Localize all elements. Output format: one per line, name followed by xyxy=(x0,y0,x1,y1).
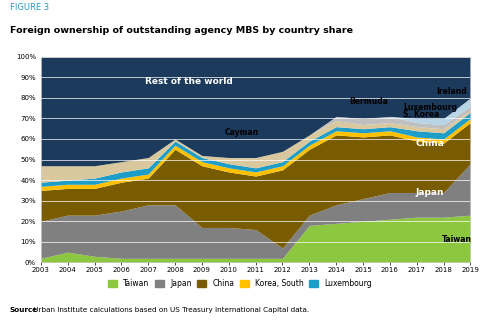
Text: Japan: Japan xyxy=(416,188,444,197)
Text: S. Korea: S. Korea xyxy=(403,110,440,119)
Text: Foreign ownership of outstanding agency MBS by country share: Foreign ownership of outstanding agency … xyxy=(10,26,353,35)
Text: Taiwan: Taiwan xyxy=(442,235,472,244)
Text: Source: Source xyxy=(10,307,38,314)
Legend: Taiwan, Japan, China, Korea, South, Luxembourg: Taiwan, Japan, China, Korea, South, Luxe… xyxy=(108,279,372,288)
Text: Rest of the world: Rest of the world xyxy=(144,77,232,86)
Text: Luxembourg: Luxembourg xyxy=(403,103,457,111)
Text: China: China xyxy=(416,139,444,148)
Text: Cayman: Cayman xyxy=(225,128,259,137)
Text: FIGURE 3: FIGURE 3 xyxy=(10,3,49,12)
Text: Ireland: Ireland xyxy=(436,87,467,96)
Text: Bermuda: Bermuda xyxy=(349,98,388,107)
Text: Urban Institute calculations based on US Treasury International Capital data.: Urban Institute calculations based on US… xyxy=(31,307,309,314)
